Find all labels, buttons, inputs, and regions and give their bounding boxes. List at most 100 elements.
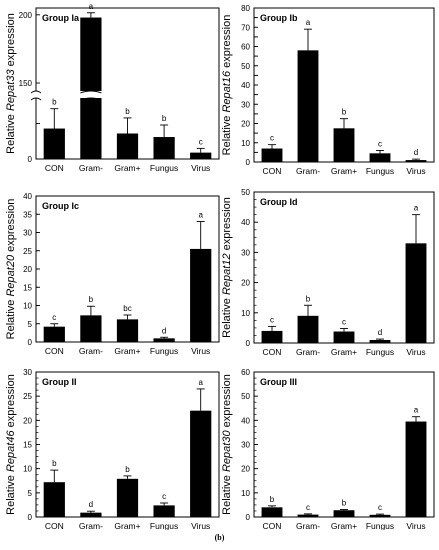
x-tick-label: Gram+ [114,163,140,173]
bar [190,248,212,342]
bar-break-mark [80,90,102,94]
y-tick-label: 50 [241,62,250,71]
chart-panel-3: 0 5 10 15 20 25 30 35 40 Group Ic Relative Repat20… [5,192,220,356]
bar [333,331,355,343]
significance-letter: a [198,211,203,220]
x-tick-label: Fungus [366,166,394,176]
y-tick-label: 25 [23,392,32,401]
bar [80,315,102,342]
significance-letter: c [306,503,310,512]
bar [43,482,65,517]
significance-letter: c [378,503,382,512]
y-tick-label: 10 [241,309,250,318]
axis-break-mark [30,97,42,101]
bar-break-gap [79,91,103,98]
y-tick-label: 40 [241,416,250,425]
significance-letter: b [342,499,347,508]
bar [261,148,283,162]
significance-letter: c [270,315,274,324]
y-tick-label: 30 [23,368,32,377]
bar [405,421,427,517]
y-tick-label: 0 [28,513,33,522]
y-tick-label: 40 [23,192,32,201]
significance-letter: b [125,107,130,116]
figure: 0 15 0 20 0 Group Ia Relative Repat33 expressi… [5,2,435,530]
axis-break-mark [30,90,42,94]
x-tick-label: Fungus [366,521,394,530]
significance-letter: a [414,406,419,415]
x-tick-label: Gram+ [331,347,357,357]
chart-title: Group Id [260,197,298,207]
x-tick-label: Virus [406,347,425,357]
y-tick-label: 15 [23,283,32,292]
y-tick-label: 30 [241,100,250,109]
x-tick-label: Virus [191,346,210,356]
x-tick-label: Virus [191,163,210,173]
significance-letter: b [342,108,347,117]
y-tick-label: 15 [23,441,32,450]
y-tick-label: 0 [246,158,251,167]
bar [297,50,319,162]
bar [116,319,139,342]
chart-title: Group II [42,377,77,387]
x-tick-label: Fungus [366,347,394,357]
axis-break-gap [30,91,42,98]
y-tick-label: 25 [23,247,32,256]
significance-letter: a [89,2,94,11]
bar [405,160,427,162]
y-tick-label: 5 [28,489,33,498]
y-tick-label: 10 [23,465,32,474]
y-tick-label: 20 [241,279,250,288]
bar [153,137,175,159]
y-tick-label: 30 [23,229,32,238]
x-tick-label: Fungus [150,521,178,530]
x-tick-label: Virus [406,521,425,530]
y-tick-label: 0 [246,513,251,522]
chart-title: Group Ib [260,13,298,23]
bar [153,338,175,342]
significance-letter: d [378,328,382,337]
bar [369,153,391,162]
x-tick-label: Gram+ [114,521,140,530]
x-tick-label: CON [263,521,282,530]
significance-letter: a [198,378,203,387]
y-tick-label: 0 [246,339,251,348]
significance-letter: c [199,137,203,146]
significance-letter: b [125,465,130,474]
significance-letter: c [52,313,56,322]
x-tick-label: Fungus [150,163,178,173]
bar [43,326,65,342]
y-tick-label: 40 [241,218,250,227]
y-axis-label: Relative Repat30 expression [221,374,233,515]
y-tick-label: 20 [241,465,250,474]
y-axis-label: Relative Repat33 expression [5,13,17,154]
y-tick-label: 10 [241,489,250,498]
significance-letter: b [52,98,57,107]
bar [369,514,391,517]
x-tick-label: Gram+ [114,346,140,356]
x-tick-label: Gram- [296,166,320,176]
y-tick-label: 10 [241,139,250,148]
y-tick-label: 30 [241,441,250,450]
chart-panel-2: 0 10 20 30 40 50 60 70 80 Group Ib Relative Repat1… [221,4,435,176]
y-axis-label: Relative Repat20 expression [5,199,17,340]
chart-panel-6: 0 10 20 30 40 50 60 Group III Relative Repat30 e… [221,368,435,530]
bar [43,128,65,159]
x-tick-label: Gram+ [331,521,357,530]
x-tick-label: Gram- [79,346,103,356]
bar [333,128,355,162]
y-tick-label: 50 [241,392,250,401]
chart-panel-5: 0 5 10 15 20 25 30 Group II Relative Repat46 exp… [5,368,220,530]
x-tick-label: Gram- [79,521,103,530]
y-tick-label: 60 [241,368,250,377]
significance-letter: b [89,295,94,304]
significance-letter: d [89,500,93,509]
significance-letter: c [270,134,274,143]
y-tick-label: 0 [28,338,33,347]
bar [80,512,102,517]
y-tick-label: 35 [23,210,32,219]
y-tick-label: 20 [23,265,32,274]
chart-title: Group Ia [42,13,80,23]
y-tick-label: 40 [241,81,250,90]
significance-letter: b [162,114,167,123]
